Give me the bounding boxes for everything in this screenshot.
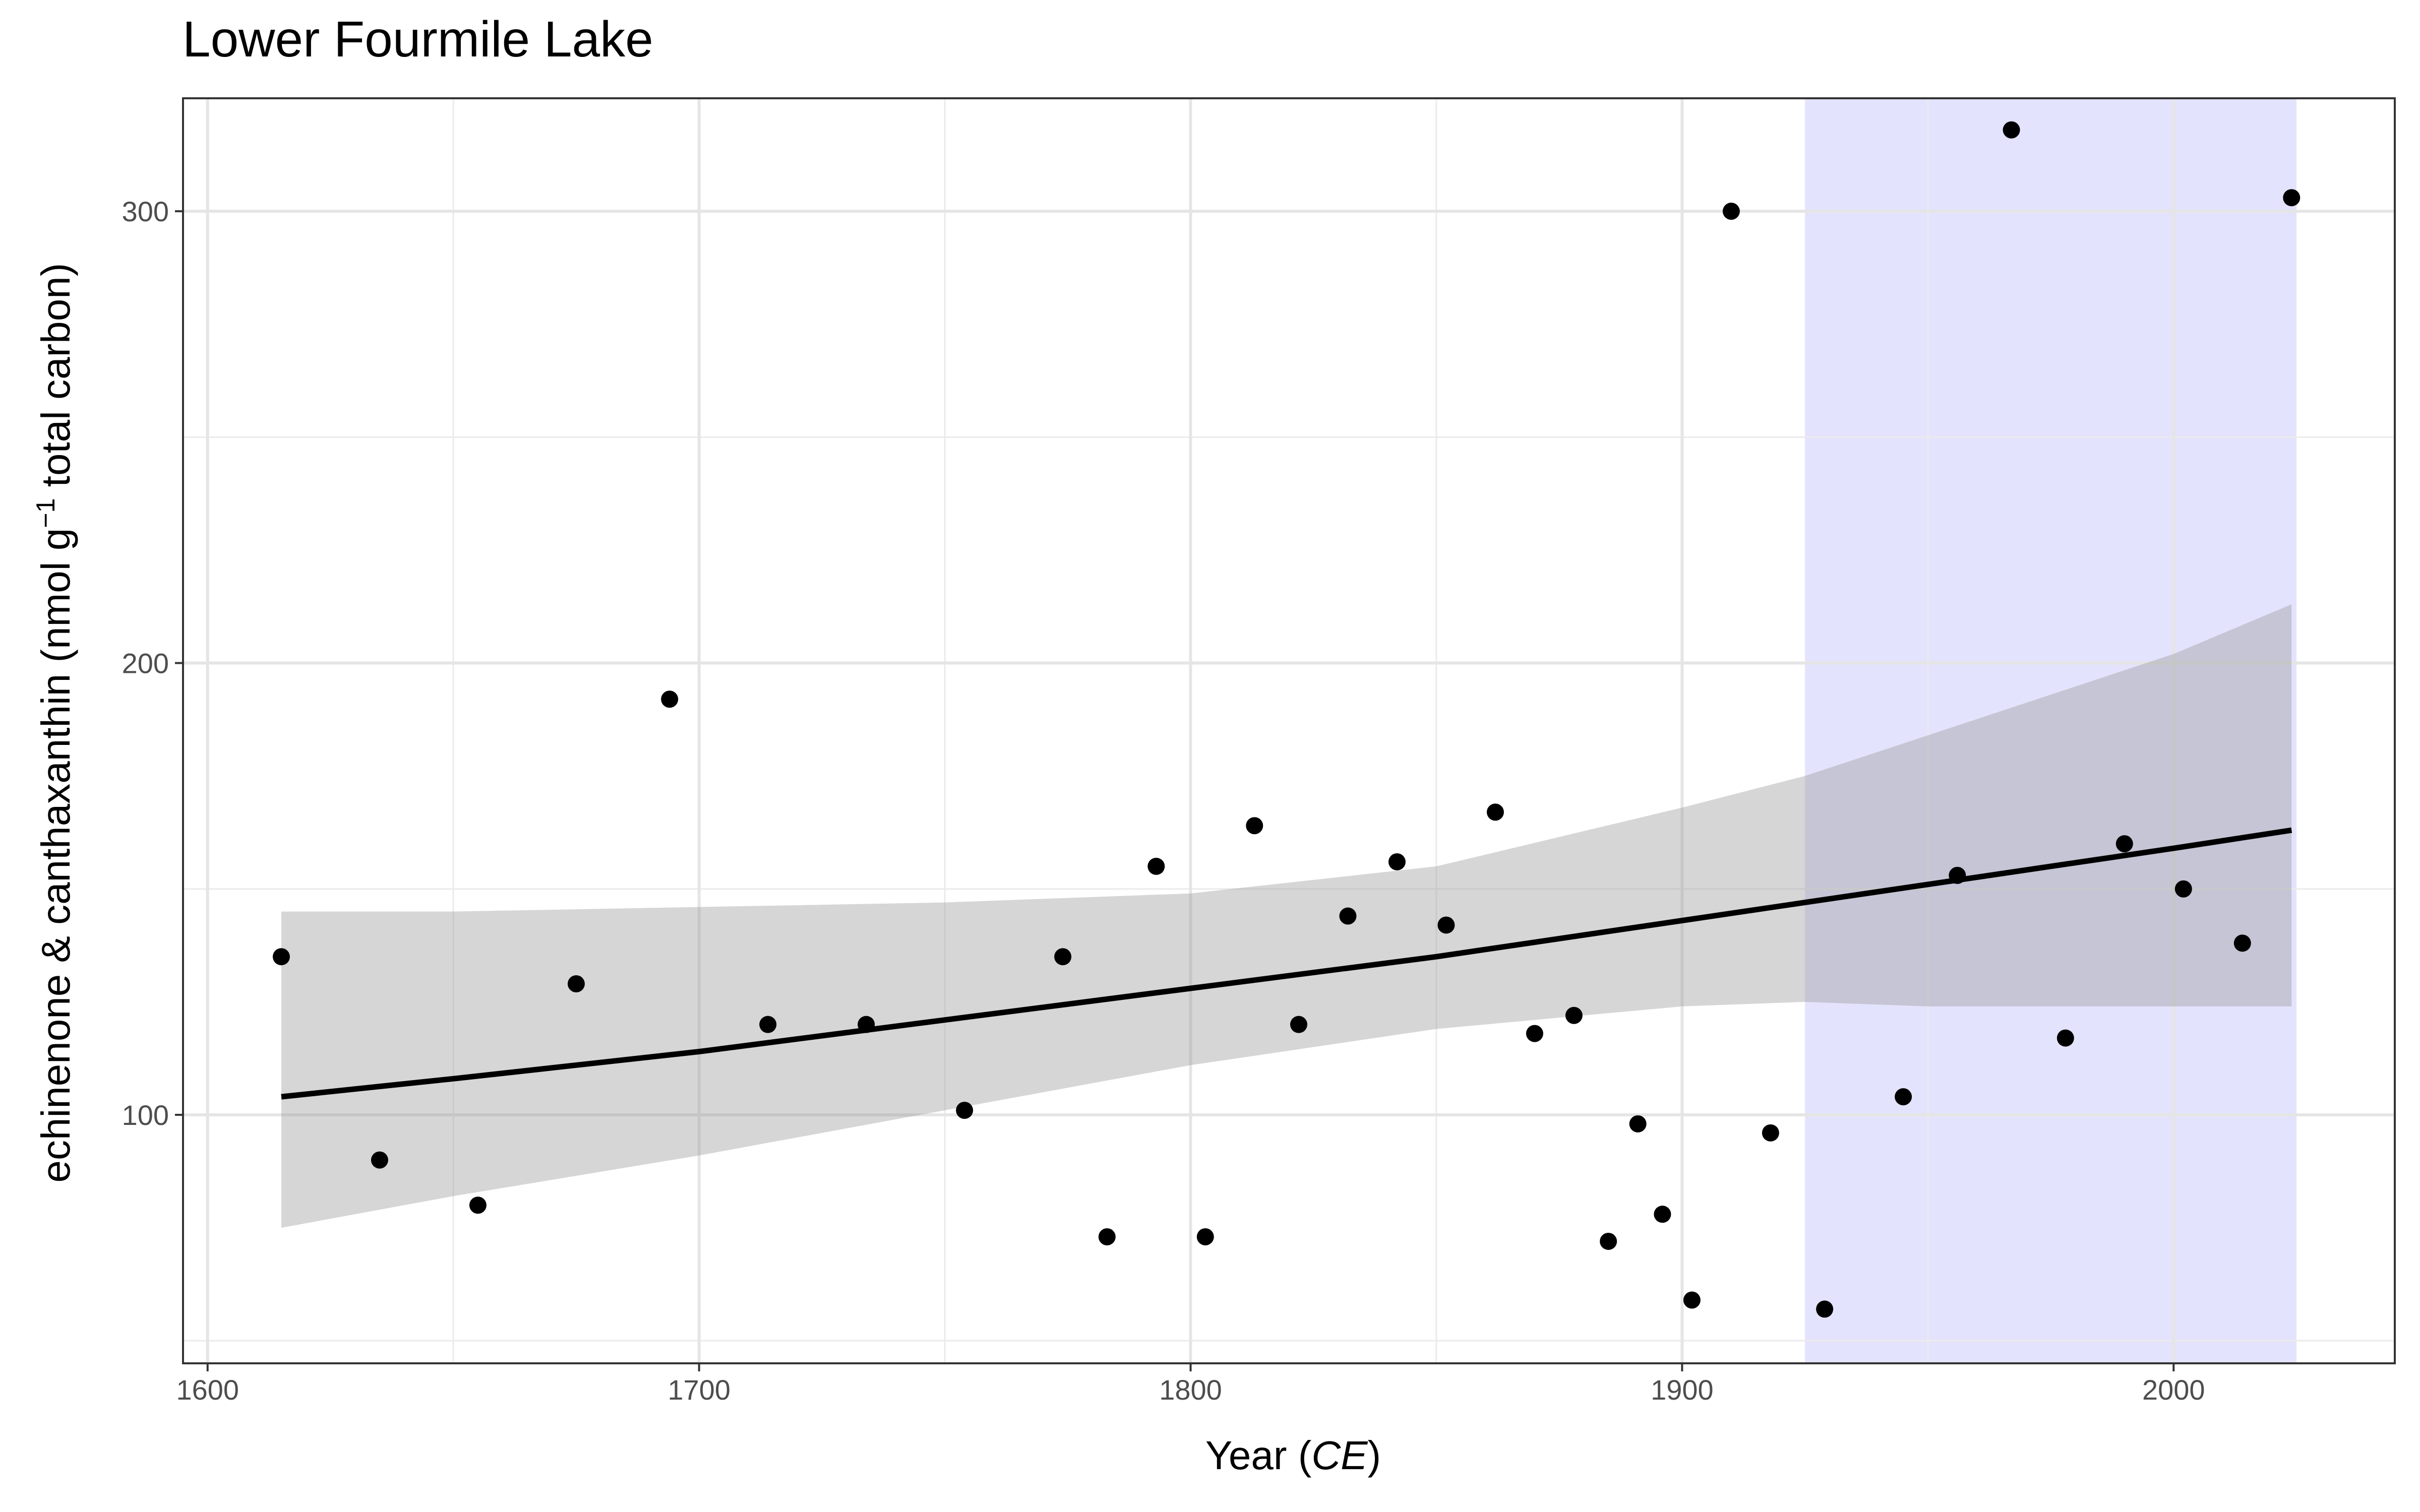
data-point (272, 948, 290, 966)
data-point (1196, 1228, 1214, 1245)
data-point (1388, 853, 1406, 870)
data-point (1437, 916, 1455, 934)
data-point (1629, 1115, 1647, 1132)
data-point (2003, 121, 2020, 139)
y-axis: 100 200 300 (122, 196, 183, 1131)
data-point (1339, 907, 1357, 925)
data-point (2174, 880, 2192, 898)
fit-line (281, 827, 2292, 1100)
data-point (1054, 948, 1072, 966)
data-point (1762, 1124, 1779, 1142)
data-point (1895, 1088, 1912, 1106)
x-tick-label: 1800 (1159, 1374, 1222, 1406)
chart-title: Lower Fourmile Lake (183, 11, 653, 68)
data-point (661, 690, 679, 708)
x-axis: 1600 1700 1800 1900 2000 (176, 1363, 2205, 1406)
data-point (1290, 1016, 1307, 1033)
y-axis-title-rest: total carbon) (33, 263, 78, 498)
data-point (858, 1016, 875, 1033)
data-point (1600, 1232, 1617, 1250)
shaded-period (1805, 98, 2297, 1363)
data-point (1949, 866, 1966, 884)
data-point (469, 1196, 487, 1214)
y-axis-title-superscript: −1 (31, 498, 60, 528)
data-point (1565, 1006, 1583, 1024)
data-point (1722, 203, 1740, 220)
data-point (2115, 835, 2133, 853)
x-axis-title: Year (CE) (1205, 1433, 1381, 1478)
data-point (567, 975, 585, 992)
data-point (1486, 803, 1504, 821)
data-point (1816, 1300, 1834, 1318)
y-tick-label: 100 (122, 1099, 169, 1131)
panel-border (182, 97, 2396, 1364)
confidence-band (281, 604, 2292, 1228)
y-axis-title: echinenone & canthaxanthin (nmol g−1 tot… (31, 263, 78, 1183)
x-tick-label: 1600 (176, 1374, 239, 1406)
y-tick-label: 300 (122, 196, 169, 227)
x-tick-label: 1700 (668, 1374, 731, 1406)
data-point (956, 1102, 974, 1119)
data-point (1526, 1025, 1543, 1042)
data-point (2283, 189, 2301, 207)
data-point (759, 1016, 777, 1033)
y-axis-title-text: echinenone & canthaxanthin (nmol g (33, 528, 78, 1183)
x-axis-title-close: ) (1368, 1433, 1381, 1478)
x-tick-label: 1900 (1651, 1374, 1714, 1406)
x-tick-label: 2000 (2142, 1374, 2205, 1406)
data-point (2233, 934, 2251, 952)
x-axis-title-italic: CE (1311, 1433, 1368, 1478)
data-point (2056, 1029, 2074, 1047)
plot-panel (182, 97, 2396, 1364)
x-axis-title-text: Year ( (1205, 1433, 1312, 1478)
data-point (1147, 857, 1165, 875)
data-point (1654, 1206, 1671, 1223)
data-point (371, 1151, 388, 1169)
data-point (1246, 817, 1263, 835)
y-tick-label: 200 (122, 648, 169, 679)
data-point (1098, 1228, 1116, 1245)
data-point (1683, 1291, 1701, 1309)
